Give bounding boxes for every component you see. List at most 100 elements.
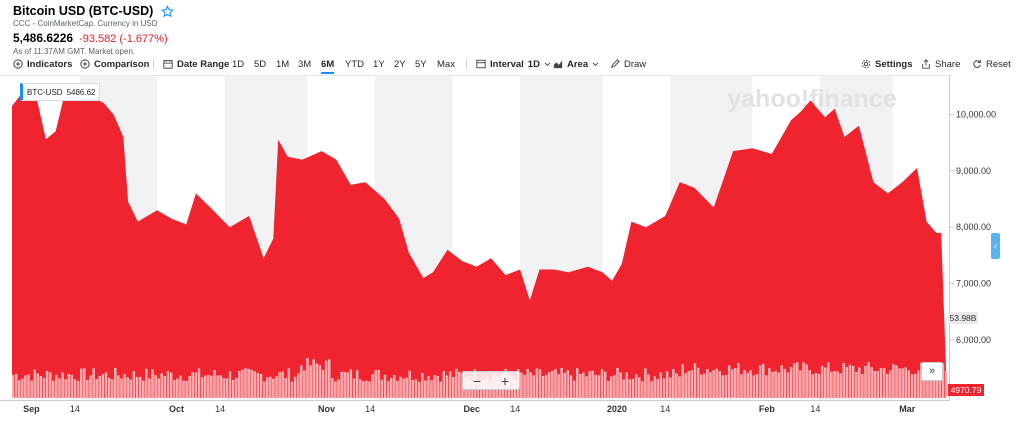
volume-bar <box>588 371 591 399</box>
range-6m[interactable]: 6M <box>321 56 335 74</box>
x-tick-label: Nov <box>318 404 335 414</box>
date-range-button[interactable]: Date Range <box>163 56 229 72</box>
range-5y[interactable]: 5Y <box>415 58 427 70</box>
chart-type-dropdown[interactable]: Area <box>553 56 599 72</box>
volume-bar <box>746 372 749 399</box>
volume-bar <box>610 376 613 399</box>
volume-bar <box>765 375 768 399</box>
volume-bar <box>334 381 337 399</box>
zoom-out-button[interactable]: − <box>472 372 482 389</box>
comparison-button[interactable]: Comparison <box>80 56 149 72</box>
volume-bar <box>39 376 43 399</box>
volume-bar <box>399 376 402 399</box>
volume-bar <box>160 373 163 399</box>
volume-bar <box>228 371 232 399</box>
share-button[interactable]: Share <box>921 56 960 72</box>
volume-bar <box>455 368 458 399</box>
volume-bar <box>830 371 833 399</box>
volume-bar <box>390 377 393 399</box>
volume-bar <box>557 374 560 399</box>
volume-bar <box>585 376 588 399</box>
volume-bar <box>458 371 461 399</box>
zoom-in-button[interactable]: + <box>500 372 510 389</box>
y-tick-label: 10,000.00 <box>956 109 996 119</box>
range-ytd[interactable]: YTD <box>345 58 364 70</box>
volume-bar <box>148 378 151 399</box>
volume-bar <box>824 367 827 399</box>
pencil-icon <box>610 59 620 69</box>
volume-bar <box>253 371 256 399</box>
price-chart[interactable]: yahoo!finance 10,000.00 9,000.00 8,000.00 7… <box>0 75 1024 425</box>
interval-value: 1D <box>527 58 540 70</box>
volume-bar <box>259 374 263 399</box>
volume-bar <box>231 380 235 399</box>
y-tick-label: 8,000.00 <box>956 222 991 232</box>
volume-bar <box>414 379 418 399</box>
volume-bar <box>135 376 139 399</box>
chevron-down-icon <box>544 62 551 66</box>
volume-bar <box>98 375 101 399</box>
volume-bar <box>433 375 436 399</box>
volume-bar <box>76 381 80 399</box>
volume-bar <box>24 375 27 399</box>
volume-bar <box>607 381 610 399</box>
quote-timestamp: As of 11:37AM GMT. Market open. <box>13 47 136 56</box>
range-1y[interactable]: 1Y <box>373 58 385 70</box>
volume-bar <box>225 378 229 399</box>
volume-bar <box>424 380 427 399</box>
chevron-down-icon <box>592 62 599 66</box>
interval-dropdown[interactable]: Interval 1D <box>476 56 551 72</box>
volume-bar <box>796 362 799 399</box>
volume-bar <box>321 370 325 399</box>
volume-bar <box>368 381 371 399</box>
x-tick-label: 14 <box>365 404 375 414</box>
range-1d[interactable]: 1D <box>232 58 245 70</box>
volume-bar <box>244 368 247 399</box>
volume-bar <box>163 376 167 399</box>
range-2y[interactable]: 2Y <box>394 58 406 70</box>
volume-tag-background <box>948 312 978 324</box>
volume-bar <box>879 368 883 399</box>
volume-bar <box>290 381 294 399</box>
scroll-forward-button[interactable]: » <box>921 362 943 381</box>
range-1m[interactable]: 1M <box>276 58 290 70</box>
volume-bar <box>442 371 446 399</box>
volume-bar <box>365 380 368 399</box>
range-3m[interactable]: 3M <box>298 58 312 70</box>
x-tick-label: 14 <box>70 404 80 414</box>
x-tick-label: 14 <box>510 404 520 414</box>
volume-bar <box>892 364 895 399</box>
reset-label: Reset <box>986 58 1011 70</box>
draw-button[interactable]: Draw <box>610 56 646 72</box>
volume-bar <box>814 372 818 399</box>
range-max[interactable]: Max <box>437 58 455 70</box>
volume-bar <box>138 376 142 399</box>
volume-bar <box>656 379 659 399</box>
y-axis-ticks: 10,000.00 9,000.00 8,000.00 7,000.00 6,000.0… <box>950 109 996 345</box>
volume-bar <box>529 372 532 399</box>
panel-collapse-handle[interactable]: ‹ <box>991 233 1000 259</box>
range-5d[interactable]: 5D <box>254 58 267 70</box>
indicators-button[interactable]: Indicators <box>13 56 72 72</box>
volume-bar <box>551 370 554 399</box>
volume-bar <box>681 364 684 399</box>
reset-button[interactable]: Reset <box>972 56 1011 72</box>
series-legend[interactable]: BTC-USD 5486.62 <box>20 83 101 101</box>
volume-bar <box>696 367 700 399</box>
volume-bar <box>684 373 687 399</box>
star-icon[interactable] <box>161 4 175 18</box>
volume-bar <box>421 373 424 399</box>
y-tick-label: 9,000.00 <box>956 166 991 176</box>
y-tick-label: 7,000.00 <box>956 279 991 289</box>
volume-bar <box>55 374 58 399</box>
volume-bar <box>712 370 715 399</box>
volume-bar <box>675 373 678 399</box>
volume-bar <box>882 367 886 399</box>
volume-bar <box>653 376 656 399</box>
volume-bar <box>45 370 49 399</box>
volume-bar <box>579 374 582 399</box>
volume-bar <box>768 368 771 399</box>
settings-button[interactable]: Settings <box>861 56 912 72</box>
volume-bar <box>14 373 18 399</box>
volume-bar <box>520 372 523 399</box>
